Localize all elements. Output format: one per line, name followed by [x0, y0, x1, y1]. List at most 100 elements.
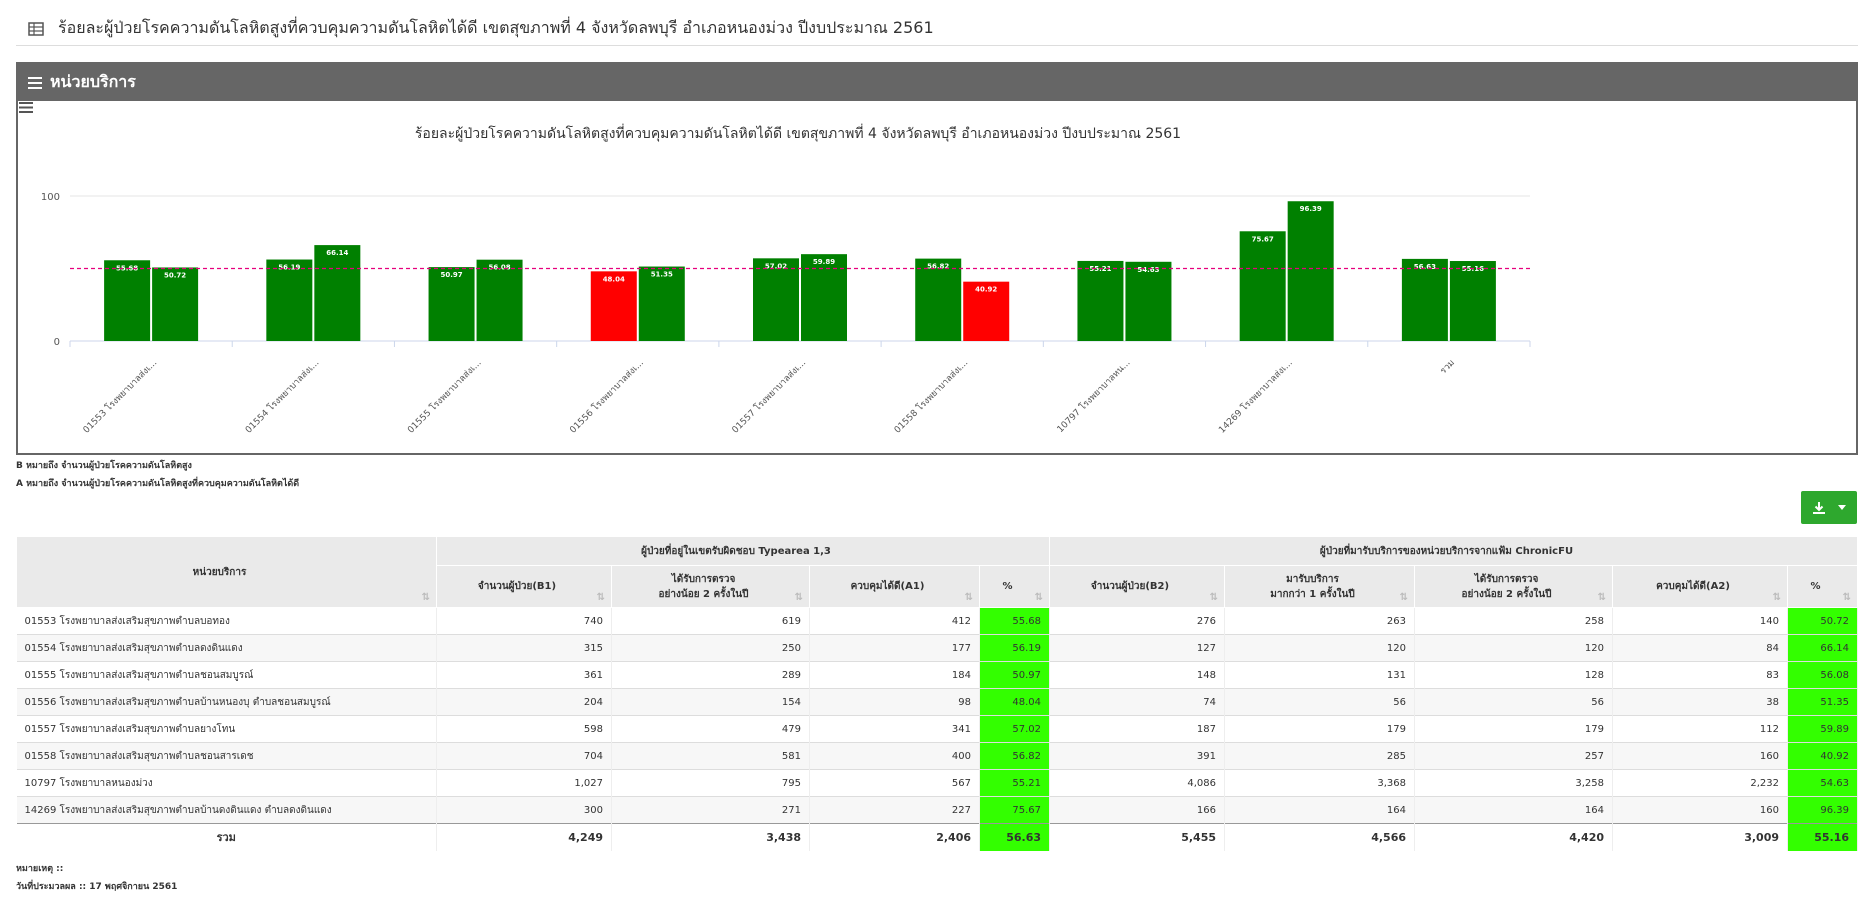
- table-row: 01557 โรงพยาบาลส่งเสริมสุขภาพตำบลยางโทน 5…: [16, 715, 1858, 743]
- bar-chart: ร้อยละผู้ป่วยโรคความดันโลหิตสูงที่ควบคุม…: [41, 124, 1531, 436]
- bar: [963, 281, 1010, 341]
- col-header[interactable]: ควบคุมได้ดี(A2) ⇅: [1612, 565, 1788, 608]
- value-cell: 179: [1224, 715, 1415, 743]
- value-cell: 567: [809, 769, 980, 797]
- value-cell: 598: [436, 715, 612, 743]
- value-cell: 50.72: [1787, 607, 1858, 635]
- download-button[interactable]: [1801, 491, 1857, 524]
- value-cell: 257: [1414, 742, 1613, 770]
- value-cell: 66.14: [1787, 634, 1858, 662]
- x-tick-label: 10797 โรงพยาบาลหน...: [1055, 357, 1133, 435]
- value-cell: 3,009: [1612, 823, 1788, 851]
- bar: [104, 260, 151, 341]
- table-row: 10797 โรงพยาบาลหนองม่วง 1,027 795 567 55.21 4…: [16, 769, 1858, 797]
- unit-cell: 14269 โรงพยาบาลส่งเสริมสุขภาพตำบลบ้านดงด…: [16, 796, 437, 824]
- col-unit-header[interactable]: หน่วยบริการ ⇅: [16, 536, 437, 608]
- sort-icon[interactable]: ⇅: [1034, 592, 1043, 603]
- value-cell: 75.67: [979, 796, 1050, 824]
- table-icon: [28, 21, 44, 36]
- data-label: 66.14: [326, 249, 348, 257]
- note-a: A หมายถึง จำนวนผู้ป่วยโรคความดันโลหิตสูง…: [16, 479, 300, 489]
- total-row: รวม 4,249 3,438 2,406 56.63 5,455 4,566 4,420 3,…: [16, 823, 1858, 851]
- value-cell: 3,258: [1414, 769, 1613, 797]
- value-cell: 140: [1612, 607, 1788, 635]
- table-row: 14269 โรงพยาบาลส่งเสริมสุขภาพตำบลบ้านดงด…: [16, 796, 1858, 824]
- sort-icon[interactable]: ⇅: [1597, 592, 1606, 603]
- value-cell: 127: [1049, 634, 1225, 662]
- bar: [753, 258, 799, 341]
- x-tick-label: 01557 โรงพยาบาลส่งเ...: [730, 357, 808, 435]
- value-cell: 276: [1049, 607, 1225, 635]
- value-cell: 184: [809, 661, 980, 689]
- value-cell: 315: [436, 634, 612, 662]
- value-cell: 57.02: [979, 715, 1050, 743]
- value-cell: 112: [1612, 715, 1788, 743]
- bar: [801, 254, 847, 341]
- data-label: 48.04: [603, 275, 625, 283]
- sort-icon[interactable]: ⇅: [794, 592, 803, 603]
- data-label: 56.19: [278, 264, 300, 272]
- y-tick-label: 100: [41, 192, 60, 203]
- note-b: B หมายถึง จำนวนผู้ป่วยโรคความดันโลหิตสูง: [16, 461, 192, 471]
- value-cell: 187: [1049, 715, 1225, 743]
- bars-icon: [28, 76, 42, 89]
- value-cell: 40.92: [1787, 742, 1858, 770]
- value-cell: 581: [611, 742, 810, 770]
- value-cell: 341: [809, 715, 980, 743]
- panel-title: หน่วยบริการ: [50, 72, 136, 91]
- value-cell: 56.08: [1787, 661, 1858, 689]
- col-header[interactable]: % ⇅: [979, 565, 1050, 608]
- download-icon: [1813, 501, 1825, 514]
- value-cell: 289: [611, 661, 810, 689]
- data-label: 59.89: [813, 258, 835, 266]
- value-cell: 391: [1049, 742, 1225, 770]
- sort-icon[interactable]: ⇅: [1842, 592, 1851, 603]
- value-cell: 795: [611, 769, 810, 797]
- col-header[interactable]: จำนวนผู้ป่วย(B1) ⇅: [436, 565, 612, 608]
- chart-panel: หน่วยบริการ ร้อยละผู้ป่วยโรคความดันโลหิต…: [16, 62, 1858, 455]
- col-header[interactable]: % ⇅: [1787, 565, 1858, 608]
- value-cell: 51.35: [1787, 688, 1858, 716]
- value-cell: 412: [809, 607, 980, 635]
- col-header[interactable]: มารับบริการ มากกว่า 1 ครั้งในปี ⇅: [1224, 565, 1415, 608]
- data-label: 50.97: [440, 271, 462, 279]
- sort-icon[interactable]: ⇅: [1772, 592, 1781, 603]
- value-cell: 56.63: [979, 823, 1050, 851]
- value-cell: 619: [611, 607, 810, 635]
- value-cell: 56: [1224, 688, 1415, 716]
- unit-cell: รวม: [16, 823, 437, 851]
- bar: [1077, 260, 1124, 341]
- table-row: 01556 โรงพยาบาลส่งเสริมสุขภาพตำบลบ้านหนอ…: [16, 688, 1858, 716]
- bar: [1449, 261, 1496, 341]
- col-header[interactable]: ควบคุมได้ดี(A1) ⇅: [809, 565, 980, 608]
- bar: [266, 259, 313, 341]
- y-tick-label: 0: [54, 337, 60, 348]
- data-label: 50.72: [164, 271, 186, 279]
- value-cell: 59.89: [1787, 715, 1858, 743]
- sort-icon[interactable]: ⇅: [421, 592, 430, 603]
- value-cell: 160: [1612, 796, 1788, 824]
- value-cell: 204: [436, 688, 612, 716]
- bar: [1125, 261, 1172, 341]
- caret-down-icon: [1838, 504, 1846, 510]
- value-cell: 361: [436, 661, 612, 689]
- x-tick-label: รวม: [1439, 358, 1457, 376]
- value-cell: 4,086: [1049, 769, 1225, 797]
- col-header[interactable]: ได้รับการตรวจ อย่างน้อย 2 ครั้งในปี ⇅: [1414, 565, 1613, 608]
- sort-icon[interactable]: ⇅: [1209, 592, 1218, 603]
- col-header[interactable]: ได้รับการตรวจ อย่างน้อย 2 ครั้งในปี ⇅: [611, 565, 810, 608]
- chart-title: ร้อยละผู้ป่วยโรคความดันโลหิตสูงที่ควบคุม…: [415, 124, 1181, 142]
- sort-icon[interactable]: ⇅: [964, 592, 973, 603]
- processed-date: วันที่ประมวลผล :: 17 พฤศจิกายน 2561: [16, 882, 178, 892]
- sort-icon[interactable]: ⇅: [596, 592, 605, 603]
- value-cell: 96.39: [1787, 796, 1858, 824]
- hamburger-menu-icon[interactable]: [18, 101, 34, 114]
- sort-icon[interactable]: ⇅: [1399, 592, 1408, 603]
- data-label: 51.35: [651, 271, 673, 279]
- value-cell: 5,455: [1049, 823, 1225, 851]
- value-cell: 4,566: [1224, 823, 1415, 851]
- value-cell: 131: [1224, 661, 1415, 689]
- value-cell: 98: [809, 688, 980, 716]
- col-header[interactable]: จำนวนผู้ป่วย(B2) ⇅: [1049, 565, 1225, 608]
- value-cell: 84: [1612, 634, 1788, 662]
